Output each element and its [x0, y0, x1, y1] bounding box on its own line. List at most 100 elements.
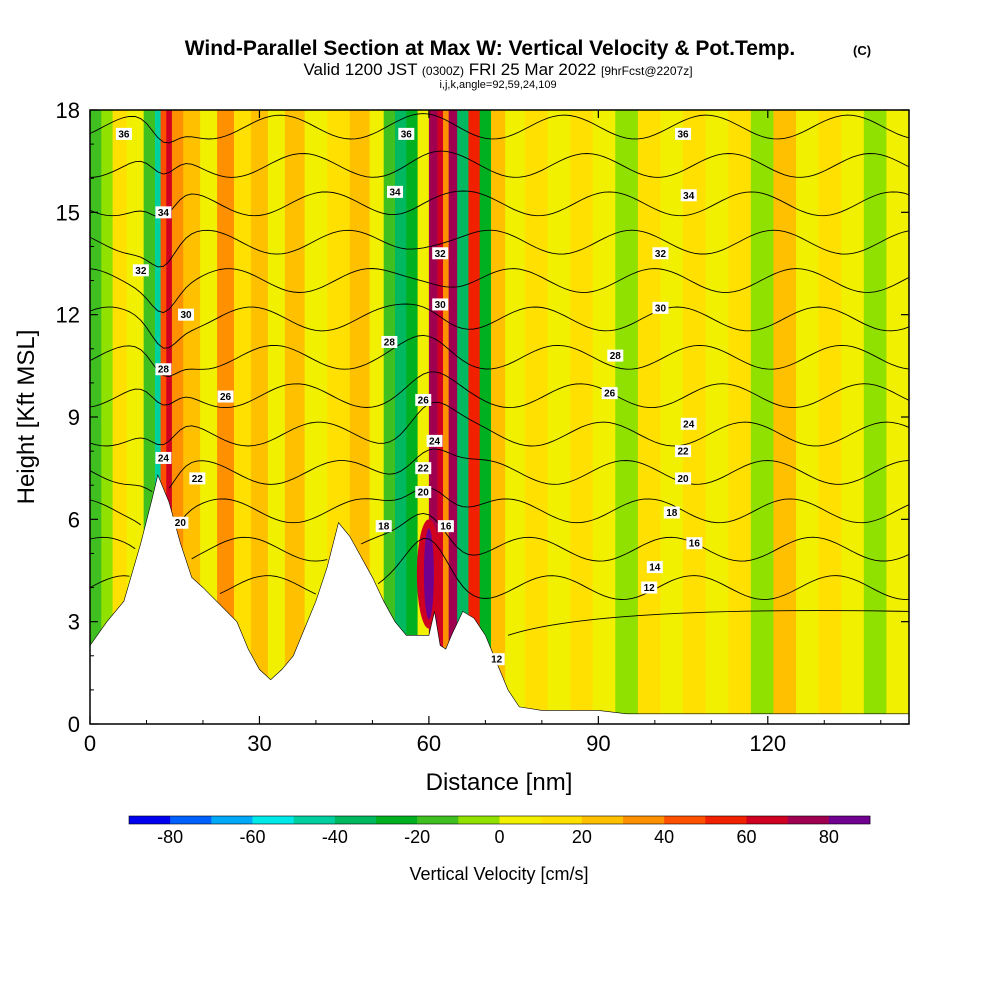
theta-contour-30 — [90, 229, 909, 268]
contour-label-34: 34 — [158, 208, 170, 219]
colorbar-tick-label: 80 — [819, 827, 839, 847]
colorbar-swatch — [705, 816, 747, 824]
chart-title: Wind-Parallel Section at Max W: Vertical… — [185, 37, 796, 60]
contour-label-box — [488, 653, 505, 666]
y-tick-label: 9 — [68, 405, 80, 430]
theta-contour-18 — [90, 448, 909, 492]
theta-contour-36 — [90, 113, 909, 144]
contour-label-20: 20 — [175, 518, 187, 529]
colorbar-swatch — [211, 816, 253, 824]
contour-label-20: 20 — [418, 488, 430, 499]
contour-label-box — [155, 451, 172, 464]
x-tick-label: 0 — [84, 731, 96, 756]
valid-prefix: Valid 1200 JST — [303, 60, 417, 79]
colorbar-tick-label: 60 — [736, 827, 756, 847]
contour-label-30: 30 — [435, 300, 447, 311]
vertical-velocity-column — [750, 110, 774, 724]
vertical-velocity-column — [660, 110, 684, 724]
vertical-velocity-column — [505, 110, 526, 724]
contour-label-20: 20 — [678, 474, 690, 485]
vertical-velocity-column — [395, 110, 407, 724]
valid-time-line: Valid 1200 JST (0300Z) FRI 25 Mar 2022 [… — [303, 60, 692, 79]
vertical-velocity-column — [160, 110, 167, 724]
vertical-velocity-column — [773, 110, 797, 724]
vertical-velocity-column — [171, 110, 184, 724]
vertical-velocity-column — [267, 110, 286, 724]
colorbar-swatch — [252, 816, 294, 824]
colorbar-tick-label: 40 — [654, 827, 674, 847]
contour-label-22: 22 — [678, 447, 690, 458]
vertical-velocity-column — [101, 110, 114, 724]
theta-contour-24 — [90, 334, 909, 377]
vertical-velocity-column — [491, 110, 506, 724]
vertical-velocity-column — [234, 110, 252, 724]
contour-label-36: 36 — [118, 129, 130, 140]
contour-label-box — [387, 185, 404, 198]
contour-label-34: 34 — [683, 191, 695, 202]
colorbar-swatch — [499, 816, 541, 824]
contour-label-box — [132, 264, 149, 277]
contour-label-box — [680, 417, 697, 430]
contour-label-box — [375, 520, 392, 533]
vertical-velocity-column — [570, 110, 594, 724]
contour-label-box — [675, 472, 692, 485]
x-axis-label: Distance [nm] — [426, 769, 573, 796]
theta-contour-26 — [90, 303, 909, 349]
vertical-velocity-column — [284, 110, 306, 724]
vertical-velocity-column — [250, 110, 269, 724]
contour-label-32: 32 — [655, 249, 667, 260]
vertical-velocity-column — [369, 110, 385, 724]
contour-label-box — [646, 561, 663, 574]
copyright-mark: (C) — [853, 43, 871, 58]
theta-contour-32 — [90, 190, 909, 218]
vertical-velocity-column — [406, 110, 419, 724]
theta-contour-16 — [90, 487, 909, 526]
vertical-velocity-column — [417, 110, 430, 724]
plot-area: 36 36 36 34 34 34 32 32 32 30 30 30 28 28 28 26 26 26 24 24… — [90, 110, 909, 724]
contour-label-24: 24 — [429, 436, 441, 447]
contour-label-30: 30 — [655, 303, 667, 314]
vertical-velocity-column — [112, 110, 128, 724]
y-tick-label: 12 — [56, 303, 80, 328]
valid-utc: (0300Z) — [422, 64, 464, 78]
valid-date: FRI 25 Mar 2022 — [469, 60, 597, 79]
vertical-velocity-column — [796, 110, 820, 724]
contour-label-26: 26 — [604, 389, 616, 400]
vertical-velocity-column — [304, 110, 328, 724]
vertical-velocity-column — [428, 110, 438, 724]
colorbar-tick-label: 20 — [572, 827, 592, 847]
colorbar-swatch — [664, 816, 706, 824]
colorbar-swatch — [334, 816, 377, 824]
vertical-velocity-column — [683, 110, 707, 724]
contour-label-box — [178, 308, 195, 321]
colorbar-swatch — [623, 816, 665, 824]
colorbar-tick-label: 0 — [494, 827, 504, 847]
contour-label-box — [415, 486, 432, 499]
contour-label-box — [415, 462, 432, 475]
contour-label-box — [426, 434, 443, 447]
colorbar-swatch — [293, 816, 336, 824]
contour-label-30: 30 — [180, 310, 192, 321]
colorbar-swatch — [746, 816, 788, 824]
contour-label-box — [398, 127, 415, 140]
x-tick-label: 90 — [586, 731, 610, 756]
contour-label-box — [437, 520, 454, 533]
vertical-velocity-column — [863, 110, 887, 724]
vertical-velocity-column — [443, 110, 450, 724]
contour-label-box — [641, 581, 658, 594]
contour-label-12: 12 — [644, 583, 656, 594]
vertical-velocity-column — [166, 110, 173, 724]
contour-label-box — [652, 247, 669, 260]
vertical-velocity-column — [728, 110, 752, 724]
contour-label-box — [172, 516, 189, 529]
vertical-velocity-column — [592, 110, 616, 724]
contour-label-18: 18 — [378, 522, 390, 533]
colorbar-tick-label: -40 — [322, 827, 348, 847]
contour-label-34: 34 — [389, 187, 401, 198]
contour-label-box — [675, 445, 692, 458]
vertical-velocity-column — [437, 110, 444, 724]
contour-label-box — [432, 247, 449, 260]
contour-label-24: 24 — [683, 419, 695, 430]
